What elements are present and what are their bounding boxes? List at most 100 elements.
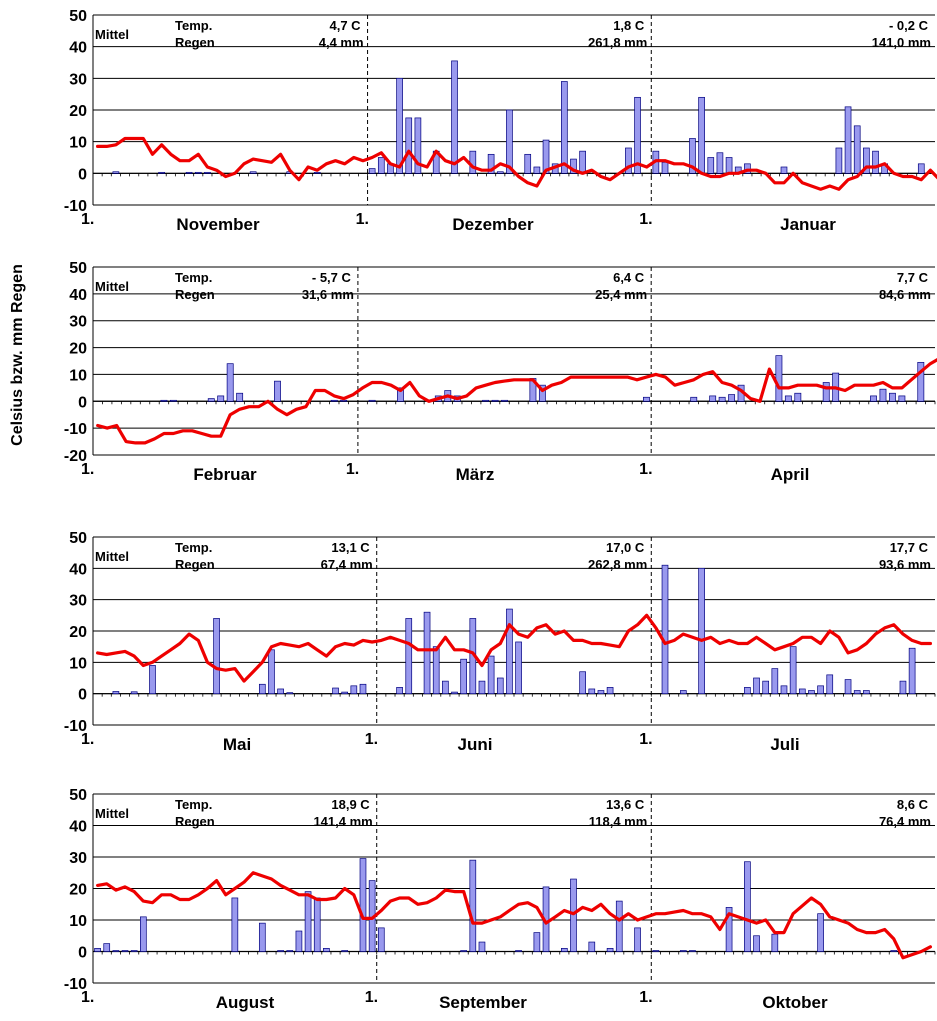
y-tick-label: 0 — [78, 394, 87, 411]
rain-bar — [405, 618, 413, 695]
rain-bar — [140, 916, 147, 952]
rain-bar — [538, 384, 546, 402]
y-tick-label: 50 — [69, 8, 87, 25]
rain-bar — [533, 932, 541, 952]
rain-bar — [890, 950, 898, 952]
mittel-label: Mittel — [95, 806, 129, 821]
rain-bar — [377, 927, 385, 952]
rain-bar — [771, 668, 779, 695]
rain-bar — [330, 399, 338, 402]
rain-bar — [478, 680, 486, 695]
temp-label: Temp. — [175, 797, 212, 812]
mittel-label: Mittel — [95, 549, 129, 564]
y-tick-label: 20 — [69, 624, 87, 641]
temp-label: Temp. — [175, 18, 212, 33]
rain-bar — [707, 157, 715, 174]
month-start-label: 1. — [81, 989, 94, 1006]
rain-bar — [690, 396, 698, 402]
rain-bar — [213, 618, 220, 695]
rain-bar — [460, 658, 467, 695]
mean-temperature: 8,6 C — [897, 797, 929, 812]
rain-bar — [482, 399, 490, 402]
rain-bar — [185, 171, 193, 174]
month-start-label: 1. — [639, 731, 652, 748]
rain-bar — [332, 687, 339, 695]
rain-bar — [794, 392, 802, 402]
y-tick-label: -10 — [64, 976, 87, 993]
rain-bar — [744, 687, 751, 695]
rain-bar — [368, 399, 376, 402]
rain-total: 93,6 mm — [879, 557, 931, 572]
rain-bar — [286, 950, 294, 952]
rain-bar — [826, 674, 834, 695]
mean-temperature: 1,8 C — [613, 18, 645, 33]
month-start-label: 1. — [346, 461, 359, 478]
rain-bar — [451, 60, 458, 174]
rain-bar — [917, 163, 925, 174]
month-label: Juli — [770, 735, 799, 754]
rain-bar — [258, 683, 266, 695]
rain-total: 4,4 mm — [319, 35, 364, 50]
rain-bar — [625, 147, 632, 174]
rain-bar — [725, 157, 733, 174]
rain-bar — [414, 117, 422, 174]
rain-bar — [112, 950, 120, 952]
month-start-label: 1. — [81, 461, 94, 478]
rain-bar — [872, 150, 879, 174]
rain-bar — [716, 152, 724, 174]
mean-temperature: 17,0 C — [606, 540, 645, 555]
rain-bar — [698, 567, 705, 695]
rain-bar — [533, 166, 541, 174]
rain-bar — [460, 950, 467, 952]
rain-bar — [469, 150, 477, 174]
rain-bar — [204, 171, 211, 174]
rain-total: 31,6 mm — [302, 287, 354, 302]
rain-bar — [323, 947, 330, 952]
rain-bar — [341, 691, 349, 695]
rain-bar — [149, 665, 156, 695]
rain-bar — [784, 395, 792, 402]
rain-bar — [359, 858, 367, 952]
rain-total: 84,6 mm — [879, 287, 931, 302]
y-tick-label: 10 — [69, 655, 87, 672]
mean-temperature: 17,7 C — [890, 540, 929, 555]
mittel-label: Mittel — [95, 279, 129, 294]
rain-bar — [899, 680, 907, 695]
rain-bar — [226, 363, 234, 402]
rain-bar — [728, 394, 736, 402]
rain-bar — [698, 96, 705, 174]
rain-label: Regen — [175, 35, 215, 50]
rain-bar — [130, 950, 138, 952]
rain-bar — [718, 396, 726, 402]
mean-temperature: - 5,7 C — [312, 270, 352, 285]
rain-bar — [277, 688, 284, 695]
rain-bar — [112, 171, 120, 174]
rain-bar — [368, 168, 376, 174]
month-start-label: 1. — [639, 989, 652, 1006]
y-tick-label: -20 — [64, 448, 87, 465]
rain-bar — [236, 392, 244, 402]
rain-bar — [709, 395, 717, 402]
rain-bar — [496, 171, 504, 174]
rain-bar — [158, 171, 165, 174]
rain-bar — [579, 150, 586, 174]
rain-bar — [313, 171, 321, 174]
rain-bar — [423, 611, 431, 695]
month-label: Januar — [780, 215, 836, 234]
month-start-label: 1. — [365, 989, 378, 1006]
mean-temperature: 13,6 C — [606, 797, 645, 812]
rain-bar — [286, 692, 294, 695]
rain-bar — [561, 947, 568, 952]
rain-bar — [661, 161, 669, 174]
rain-bar — [515, 641, 522, 695]
month-label: Juni — [458, 735, 493, 754]
rain-bar — [615, 900, 623, 952]
rain-bar — [822, 382, 830, 402]
month-label: Mai — [223, 735, 251, 754]
rain-bar — [753, 677, 760, 695]
rain-bar — [561, 81, 568, 174]
